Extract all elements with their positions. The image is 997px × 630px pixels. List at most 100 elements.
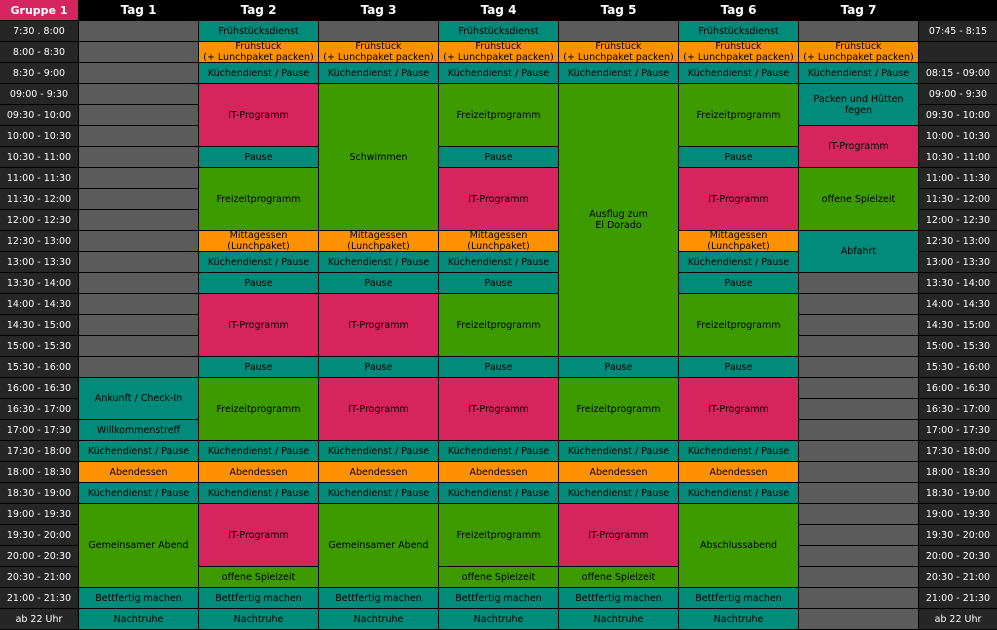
activity-teal: Küchendienst / Pause <box>319 252 438 272</box>
time-slot-right: 19:30 - 20:00 <box>919 525 997 545</box>
activity-magenta: IT-Programm <box>559 504 678 566</box>
day-header-7: Tag 7 <box>799 0 918 20</box>
time-slot-right: ab 22 Uhr <box>919 609 997 629</box>
time-slot-right: 18:30 - 19:00 <box>919 483 997 503</box>
activity-green: offene Spielzeit <box>559 567 678 587</box>
activity-magenta: IT-Programm <box>319 294 438 356</box>
day-header-5: Tag 5 <box>559 0 678 20</box>
time-slot-right: 20:30 - 21:00 <box>919 567 997 587</box>
time-slot-left: 13:00 - 13:30 <box>0 252 78 272</box>
activity-orange: Abendessen <box>319 462 438 482</box>
activity-green: Freizeitprogramm <box>559 378 678 440</box>
empty-slot <box>799 567 918 587</box>
time-slot-left: 09:30 - 10:00 <box>0 105 78 125</box>
time-slot-right: 10:30 - 11:00 <box>919 147 997 167</box>
activity-teal: Küchendienst / Pause <box>319 441 438 461</box>
activity-teal: Küchendienst / Pause <box>439 63 558 83</box>
time-slot-left: 12:00 - 12:30 <box>0 210 78 230</box>
time-slot-right: 10:00 - 10:30 <box>919 126 997 146</box>
activity-green: Ausflug zum El Dorado <box>559 84 678 356</box>
activity-teal: Küchendienst / Pause <box>319 483 438 503</box>
time-slot-right: 16:30 - 17:00 <box>919 399 997 419</box>
time-slot-left: 09:00 - 9:30 <box>0 84 78 104</box>
activity-green: offene Spielzeit <box>439 567 558 587</box>
activity-teal: Pause <box>199 273 318 293</box>
activity-orange: Frühstück (+ Lunchpaket packen) <box>319 42 438 62</box>
time-slot-left: 13:30 - 14:00 <box>0 273 78 293</box>
time-slot-left: 19:30 - 20:00 <box>0 525 78 545</box>
empty-slot <box>799 315 918 335</box>
activity-orange: Abendessen <box>679 462 798 482</box>
empty-slot <box>799 483 918 503</box>
activity-green: Gemeinsamer Abend <box>79 504 198 587</box>
activity-teal: Abfahrt <box>799 231 918 272</box>
time-slot-left: 17:30 - 18:00 <box>0 441 78 461</box>
empty-slot <box>799 588 918 608</box>
activity-green: offene Spielzeit <box>799 168 918 230</box>
activity-teal: Küchendienst / Pause <box>679 483 798 503</box>
activity-teal: Nachtruhe <box>559 609 678 629</box>
activity-teal: Nachtruhe <box>319 609 438 629</box>
empty-slot <box>559 21 678 41</box>
empty-slot <box>79 105 198 125</box>
time-slot-right: 11:00 - 11:30 <box>919 168 997 188</box>
empty-slot <box>79 315 198 335</box>
time-slot-right: 18:00 - 18:30 <box>919 462 997 482</box>
activity-orange: Mittagessen (Lunchpaket) <box>199 231 318 251</box>
activity-green: Freizeitprogramm <box>679 84 798 146</box>
activity-teal: Küchendienst / Pause <box>559 483 678 503</box>
day-header-4: Tag 4 <box>439 0 558 20</box>
empty-slot <box>799 378 918 398</box>
activity-teal: Pause <box>439 357 558 377</box>
activity-teal: Pause <box>679 273 798 293</box>
activity-orange: Abendessen <box>439 462 558 482</box>
activity-teal: Küchendienst / Pause <box>79 441 198 461</box>
time-slot-left: 20:30 - 21:00 <box>0 567 78 587</box>
empty-slot <box>799 273 918 293</box>
activity-teal: Frühstücksdienst <box>199 21 318 41</box>
time-slot-left: 14:30 - 15:00 <box>0 315 78 335</box>
activity-teal: Küchendienst / Pause <box>79 483 198 503</box>
activity-green: Freizeitprogramm <box>439 504 558 566</box>
activity-teal: Küchendienst / Pause <box>199 483 318 503</box>
time-slot-right <box>919 42 997 62</box>
empty-slot <box>799 21 918 41</box>
activity-teal: Frühstücksdienst <box>679 21 798 41</box>
time-slot-right: 09:00 - 9:30 <box>919 84 997 104</box>
activity-teal: Willkommenstreff <box>79 420 198 440</box>
activity-teal: Nachtruhe <box>199 609 318 629</box>
time-slot-left: 17:00 - 17:30 <box>0 420 78 440</box>
activity-magenta: IT-Programm <box>679 168 798 230</box>
activity-orange: Mittagessen (Lunchpaket) <box>439 231 558 251</box>
activity-teal: Küchendienst / Pause <box>199 441 318 461</box>
empty-slot <box>79 231 198 251</box>
empty-slot <box>79 294 198 314</box>
time-slot-left: 11:30 - 12:00 <box>0 189 78 209</box>
empty-slot <box>799 462 918 482</box>
activity-teal: Bettfertig machen <box>199 588 318 608</box>
activity-teal: Küchendienst / Pause <box>799 63 918 83</box>
empty-slot <box>799 441 918 461</box>
time-slot-right: 17:00 - 17:30 <box>919 420 997 440</box>
empty-slot <box>799 294 918 314</box>
activity-orange: Frühstück (+ Lunchpaket packen) <box>439 42 558 62</box>
activity-magenta: IT-Programm <box>439 168 558 230</box>
activity-teal: Pause <box>199 147 318 167</box>
activity-green: Freizeitprogramm <box>439 84 558 146</box>
time-slot-right: 08:15 - 09:00 <box>919 63 997 83</box>
empty-slot <box>799 336 918 356</box>
activity-green: Schwimmen <box>319 84 438 230</box>
empty-slot <box>79 126 198 146</box>
activity-teal: Küchendienst / Pause <box>679 252 798 272</box>
empty-slot <box>799 525 918 545</box>
empty-slot <box>79 273 198 293</box>
activity-green: Freizeitprogramm <box>679 294 798 356</box>
activity-green: Freizeitprogramm <box>199 378 318 440</box>
time-slot-right: 07:45 - 8:15 <box>919 21 997 41</box>
activity-teal: Nachtruhe <box>439 609 558 629</box>
empty-slot <box>79 21 198 41</box>
activity-magenta: IT-Programm <box>199 84 318 146</box>
empty-slot <box>79 63 198 83</box>
empty-slot <box>79 252 198 272</box>
